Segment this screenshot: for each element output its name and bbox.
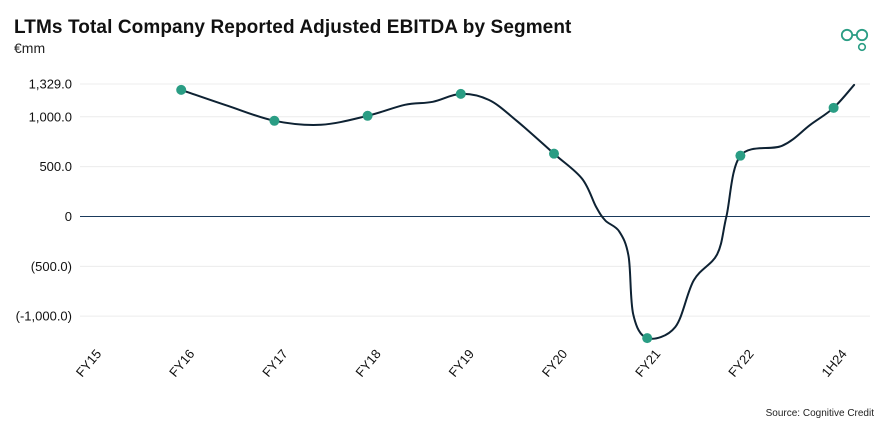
source-note: Source: Cognitive Credit — [765, 408, 874, 419]
data-point-marker — [455, 88, 466, 99]
chart-subtitle: €mm — [14, 40, 46, 56]
chart-title: LTMs Total Company Reported Adjusted EBI… — [14, 17, 572, 38]
x-tick-label: 1H24 — [818, 346, 849, 379]
x-tick-label: FY15 — [73, 346, 104, 379]
data-point-marker — [176, 84, 187, 95]
y-tick-label: 0 — [65, 209, 72, 224]
gridlines — [80, 83, 870, 317]
x-tick-label: FY20 — [539, 346, 570, 379]
data-point-marker — [735, 150, 746, 161]
data-point-marker — [362, 110, 373, 121]
y-tick-label: (500.0) — [31, 259, 72, 274]
series-line-layer — [180, 83, 856, 340]
x-tick-label: FY17 — [259, 346, 290, 379]
data-point-marker — [269, 115, 280, 126]
y-axis-ticks: 1,329.0 1,000.0 500.0 0 (500.0) (-1,000.0) — [16, 77, 72, 324]
y-tick-label: 1,329.0 — [29, 77, 72, 92]
x-tick-label: FY18 — [352, 346, 383, 379]
series-markers — [176, 84, 839, 344]
cognitive-credit-logo-icon — [840, 28, 869, 52]
y-tick-label: 1,000.0 — [29, 109, 72, 124]
y-tick-label: 500.0 — [39, 159, 72, 174]
x-axis-ticks: FY15 FY16 FY17 FY18 FY19 FY20 FY21 FY22 1H24 — [73, 346, 850, 379]
x-tick-label: FY22 — [725, 346, 756, 379]
data-point-marker — [642, 333, 653, 344]
data-point-marker — [828, 102, 839, 113]
x-tick-label: FY21 — [632, 346, 663, 379]
x-tick-label: FY16 — [166, 346, 197, 379]
logo-circle-small-icon — [857, 42, 867, 52]
y-tick-label: (-1,000.0) — [16, 309, 72, 324]
series-line — [180, 83, 856, 340]
x-tick-label: FY19 — [446, 346, 477, 379]
data-point-marker — [549, 148, 559, 159]
